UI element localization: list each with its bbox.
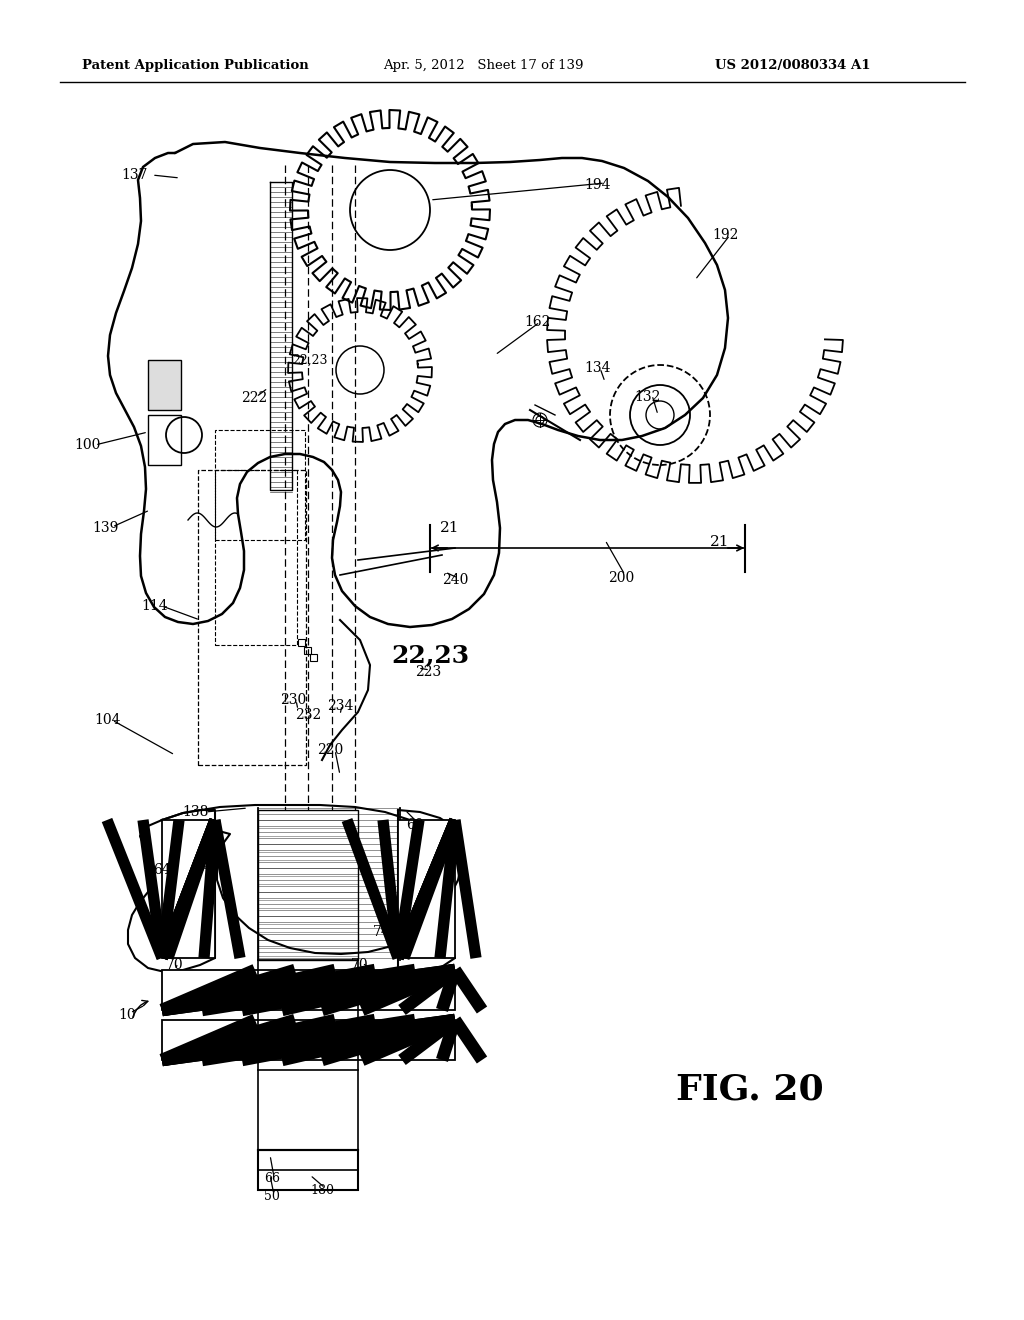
Polygon shape [398,820,455,958]
Bar [148,360,181,411]
Text: US 2012/0080334 A1: US 2012/0080334 A1 [715,59,870,73]
Text: 220: 220 [316,743,343,756]
Text: 21: 21 [440,521,460,535]
Bar [215,430,305,540]
Text: 230: 230 [280,693,306,708]
Text: 180: 180 [310,1184,334,1196]
Text: 134: 134 [585,360,611,375]
Polygon shape [162,820,215,958]
Text: 200: 200 [608,572,634,585]
Text: 64: 64 [154,863,171,876]
Bar [258,1150,358,1191]
Text: Patent Application Publication: Patent Application Publication [82,59,309,73]
Text: 234: 234 [327,700,353,713]
Bar [258,810,358,960]
Text: 104: 104 [95,713,121,727]
Text: 21: 21 [711,535,730,549]
Text: 70: 70 [351,958,369,972]
Text: 132: 132 [635,389,662,404]
Text: 22,23: 22,23 [391,643,469,667]
Text: 66: 66 [264,1172,280,1184]
Text: 138: 138 [182,805,208,818]
Text: 22,23: 22,23 [292,354,328,367]
Bar [298,639,305,645]
Text: 70: 70 [166,958,184,972]
Text: 64: 64 [196,861,213,875]
Text: FIG. 20: FIG. 20 [676,1073,824,1107]
Bar [304,647,311,653]
Text: 50: 50 [264,1191,280,1204]
Text: 222: 222 [241,391,267,405]
Text: 240: 240 [441,573,468,587]
Text: 64: 64 [210,858,226,871]
Text: Apr. 5, 2012   Sheet 17 of 139: Apr. 5, 2012 Sheet 17 of 139 [383,59,584,73]
Text: 10: 10 [118,1008,136,1022]
Text: 194: 194 [585,178,611,191]
Bar [148,414,181,465]
Text: 74: 74 [373,925,391,939]
Bar [310,653,317,661]
Text: 232: 232 [295,708,322,722]
Text: 139: 139 [92,521,118,535]
Polygon shape [162,970,455,1010]
Text: 192: 192 [713,228,739,242]
Text: 114: 114 [141,599,168,612]
Bar [215,470,297,645]
Text: 162: 162 [525,315,551,329]
Text: 137: 137 [122,168,148,182]
Bar [198,470,306,766]
Text: 100: 100 [75,438,101,451]
Text: 60: 60 [407,818,424,832]
Text: 223: 223 [415,665,441,678]
Polygon shape [162,1020,455,1060]
